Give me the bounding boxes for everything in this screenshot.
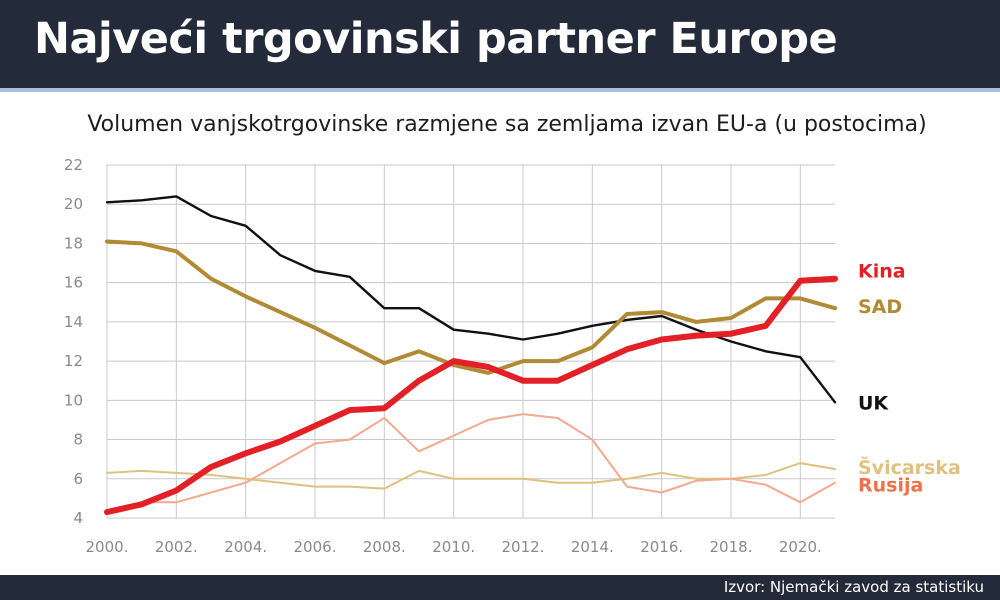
x-tick-label: 2010. — [432, 538, 475, 556]
y-axis: 4 6 8 10 12 14 16 18 20 22 — [64, 156, 83, 527]
source-note: Izvor: Njemački zavod za statistiku — [723, 578, 984, 596]
series-line-sad — [105, 239, 837, 375]
y-tick-label: 16 — [64, 274, 83, 292]
series-line-rusija — [106, 413, 836, 514]
x-tick-label: 2014. — [571, 538, 614, 556]
y-tick-label: 14 — [64, 313, 83, 331]
x-tick-label: 2000. — [86, 538, 129, 556]
y-tick-label: 20 — [64, 195, 83, 213]
x-tick-label: 2004. — [224, 538, 267, 556]
series-label-rusija: Rusija — [858, 475, 923, 497]
y-tick-label: 18 — [64, 234, 83, 252]
chart-title: Najveći trgovinski partner Europe — [34, 14, 838, 64]
series-lines — [104, 195, 838, 516]
series-line-kina — [104, 275, 838, 516]
y-tick-label: 12 — [64, 352, 83, 370]
header-bar: Najveći trgovinski partner Europe — [0, 0, 1000, 92]
footer-bar: Izvor: Njemački zavod za statistiku — [0, 575, 1000, 600]
y-tick-label: 10 — [64, 391, 83, 409]
y-tick-label: 4 — [73, 509, 83, 527]
series-label-vicarska: Švicarska — [858, 455, 961, 479]
series-label-kina: Kina — [858, 261, 906, 283]
series-line-uk — [105, 195, 837, 404]
x-tick-label: 2002. — [155, 538, 198, 556]
series-label-sad: SAD — [858, 296, 902, 318]
y-tick-label: 6 — [73, 470, 83, 488]
chart-subtitle: Volumen vanjskotrgovinske razmjene sa ze… — [87, 112, 927, 137]
x-tick-label: 2020. — [779, 538, 822, 556]
x-axis: 2000. 2002. 2004. 2006. 2008. 2010. 2012. 2014.… — [86, 538, 822, 556]
x-tick-label: 2016. — [640, 538, 683, 556]
y-tick-label: 22 — [64, 156, 83, 174]
y-tick-label: 8 — [73, 431, 83, 449]
x-tick-label: 2012. — [502, 538, 545, 556]
x-tick-label: 2006. — [294, 538, 337, 556]
series-label-uk: UK — [858, 392, 889, 414]
x-tick-label: 2008. — [363, 538, 406, 556]
x-tick-label: 2018. — [710, 538, 753, 556]
